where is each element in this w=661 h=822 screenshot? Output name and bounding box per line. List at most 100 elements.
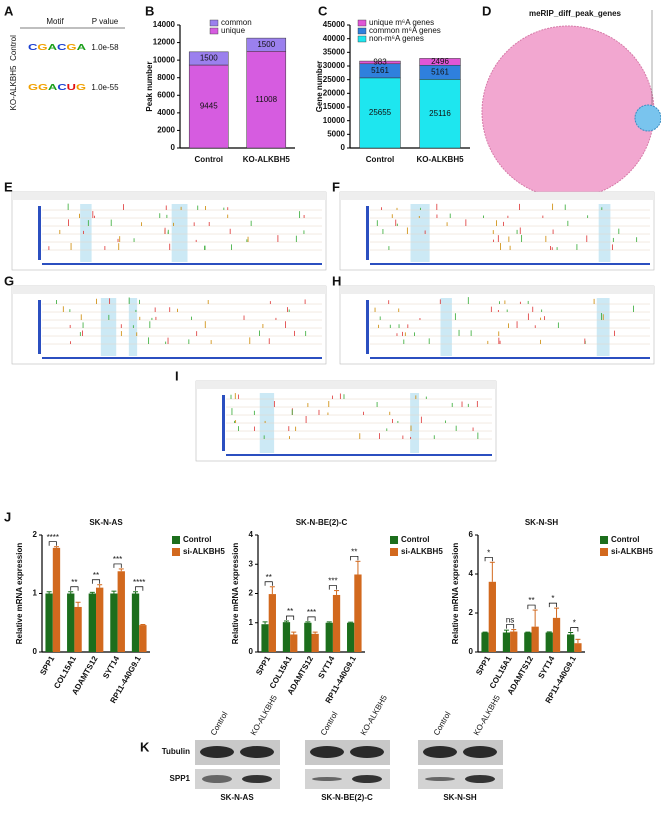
lane-label: Control <box>319 710 340 737</box>
legend-swatch <box>390 536 398 544</box>
browser-sidebar <box>222 395 225 451</box>
highlight <box>100 298 117 356</box>
legend-label: non-m⁶A genes <box>369 34 424 43</box>
legend-swatch <box>209 19 219 27</box>
significance-label: ** <box>93 571 99 580</box>
bar <box>110 593 118 652</box>
panel-label: B <box>145 3 154 18</box>
band <box>312 777 342 781</box>
y-axis-label: Relative mRNA expression <box>451 543 460 645</box>
motif-header: Motif <box>46 17 64 26</box>
x-tick-label: Control <box>366 155 394 164</box>
browser-frame <box>11 191 327 271</box>
bar <box>268 594 276 652</box>
panel-label: E <box>4 179 13 194</box>
row-label: Tubulin <box>162 747 190 756</box>
band <box>240 746 274 758</box>
value-label: 1500 <box>257 40 275 49</box>
band <box>350 746 384 758</box>
significance-bracket <box>70 586 79 591</box>
legend-label: unique <box>221 26 246 35</box>
y-tick-label: 4 <box>469 569 474 578</box>
y-tick-label: 0 <box>341 143 346 152</box>
bar <box>567 634 575 652</box>
panel-label: C <box>318 3 328 18</box>
highlight <box>440 298 452 356</box>
legend-swatch <box>600 548 608 556</box>
browser-frame <box>11 285 327 365</box>
browser-header <box>12 192 326 200</box>
bar <box>52 547 61 652</box>
y-tick-label: 15000 <box>323 102 346 111</box>
value-label: 1500 <box>200 54 218 63</box>
legend-swatch <box>600 536 608 544</box>
bar <box>304 622 312 652</box>
bar-segment <box>359 60 401 65</box>
y-tick-label: 20000 <box>323 88 346 97</box>
significance-label: *** <box>307 608 316 617</box>
panel-label: K <box>140 739 150 754</box>
panel-label: I <box>175 368 179 383</box>
significance-label: *** <box>113 555 122 564</box>
significance-label: ns <box>506 616 514 625</box>
y-axis-label: Relative mRNA expression <box>231 543 240 645</box>
significance-bracket <box>328 585 337 590</box>
bar <box>88 593 96 652</box>
band <box>463 746 497 758</box>
legend-swatch <box>209 27 219 35</box>
y-tick-label: 2000 <box>157 126 175 135</box>
bar <box>131 593 140 652</box>
venn-title: meRIP_diff_peak_genes <box>529 9 622 18</box>
y-tick-label: 30000 <box>323 61 346 70</box>
legend-label: si-ALKBH5 <box>611 547 653 556</box>
highlight <box>596 298 610 356</box>
cell-line-label: SK-N-SH <box>443 793 477 802</box>
browser-sidebar <box>38 300 41 354</box>
significance-bracket <box>307 616 316 621</box>
panel-label: J <box>4 509 11 524</box>
bar <box>332 594 341 652</box>
panel-label: F <box>332 179 340 194</box>
y-tick-label: 45000 <box>323 20 346 29</box>
legend-swatch <box>390 548 398 556</box>
x-tick-label: SPP1 <box>38 654 56 677</box>
y-tick-label: 5000 <box>327 129 345 138</box>
chart-title: SK-N-SH <box>525 518 559 527</box>
motif-group: KO-ALKBH5 <box>9 65 18 110</box>
significance-bracket <box>135 586 144 591</box>
legend-swatch <box>172 548 180 556</box>
band <box>423 746 457 758</box>
legend-label: Control <box>611 535 639 544</box>
legend-label: Control <box>183 535 211 544</box>
bar <box>96 587 104 652</box>
row-label: SPP1 <box>170 774 191 783</box>
y-tick-label: 25000 <box>323 75 346 84</box>
y-tick-label: 4000 <box>157 108 175 117</box>
legend-swatch <box>357 35 367 43</box>
significance-label: **** <box>133 578 145 587</box>
bar <box>325 622 333 652</box>
browser-sidebar <box>366 300 369 354</box>
lane-label: KO-ALKBH5 <box>249 693 280 737</box>
y-tick-label: 3 <box>249 559 254 568</box>
chart-title: SK-N-BE(2)-C <box>296 518 348 527</box>
venn-set <box>481 25 655 199</box>
bar <box>347 622 355 652</box>
significance-bracket <box>113 563 122 568</box>
cell-line-label: SK-N-AS <box>220 793 254 802</box>
y-axis-label: Relative mRNA expression <box>15 543 24 645</box>
y-tick-label: 1 <box>249 618 254 627</box>
bar-segment <box>419 58 461 66</box>
band <box>310 746 344 758</box>
browser-header <box>12 286 326 294</box>
band <box>202 775 232 783</box>
x-tick-label: Control <box>195 155 223 164</box>
y-tick-label: 2 <box>249 589 254 598</box>
legend-label: si-ALKBH5 <box>183 547 225 556</box>
browser-frame <box>195 380 497 462</box>
bar <box>282 622 291 652</box>
bar <box>45 593 53 652</box>
legend-label: Control <box>401 535 429 544</box>
blot-spp1 <box>418 769 503 789</box>
